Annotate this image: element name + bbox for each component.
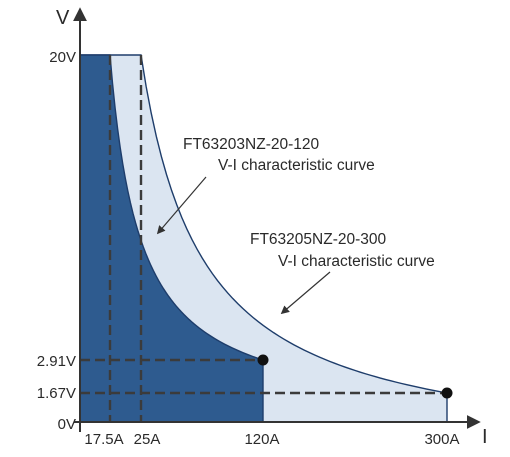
annotation-ft63205-curve: V-I characteristic curve — [278, 253, 435, 270]
annotation-ft63205-model: FT63205NZ-20-300 — [250, 231, 387, 248]
x-tick-label-120a: 120A — [244, 431, 279, 448]
ft63205-callout-arrow — [280, 271, 331, 315]
axis-layer — [73, 7, 481, 432]
annotation-ft63203-curve: V-I characteristic curve — [218, 157, 375, 174]
ft63203-corner-point — [257, 354, 269, 366]
annotation-ft63203-model: FT63203NZ-20-120 — [183, 136, 320, 153]
guide-line-layer — [80, 55, 447, 422]
y-tick-label-20v: 20V — [49, 49, 76, 66]
x-tick-label-25a: 25A — [134, 431, 161, 448]
y-tick-label-1-67v: 1.67V — [37, 385, 76, 402]
ft63205-corner-point — [441, 387, 453, 399]
y-tick-label-0v: 0V — [58, 416, 76, 433]
y-tick-label-2-91v: 2.91V — [37, 353, 76, 370]
y-axis-label: V — [56, 7, 70, 29]
ft63203-operating-region — [79, 54, 264, 423]
area-layer — [79, 54, 448, 423]
ft63203-callout-arrow — [156, 176, 207, 235]
x-tick-label-17-5a: 17.5A — [84, 431, 123, 448]
x-tick-label-300a: 300A — [424, 431, 459, 448]
x-axis-label: I — [482, 426, 488, 448]
marked-point-layer — [257, 354, 453, 399]
